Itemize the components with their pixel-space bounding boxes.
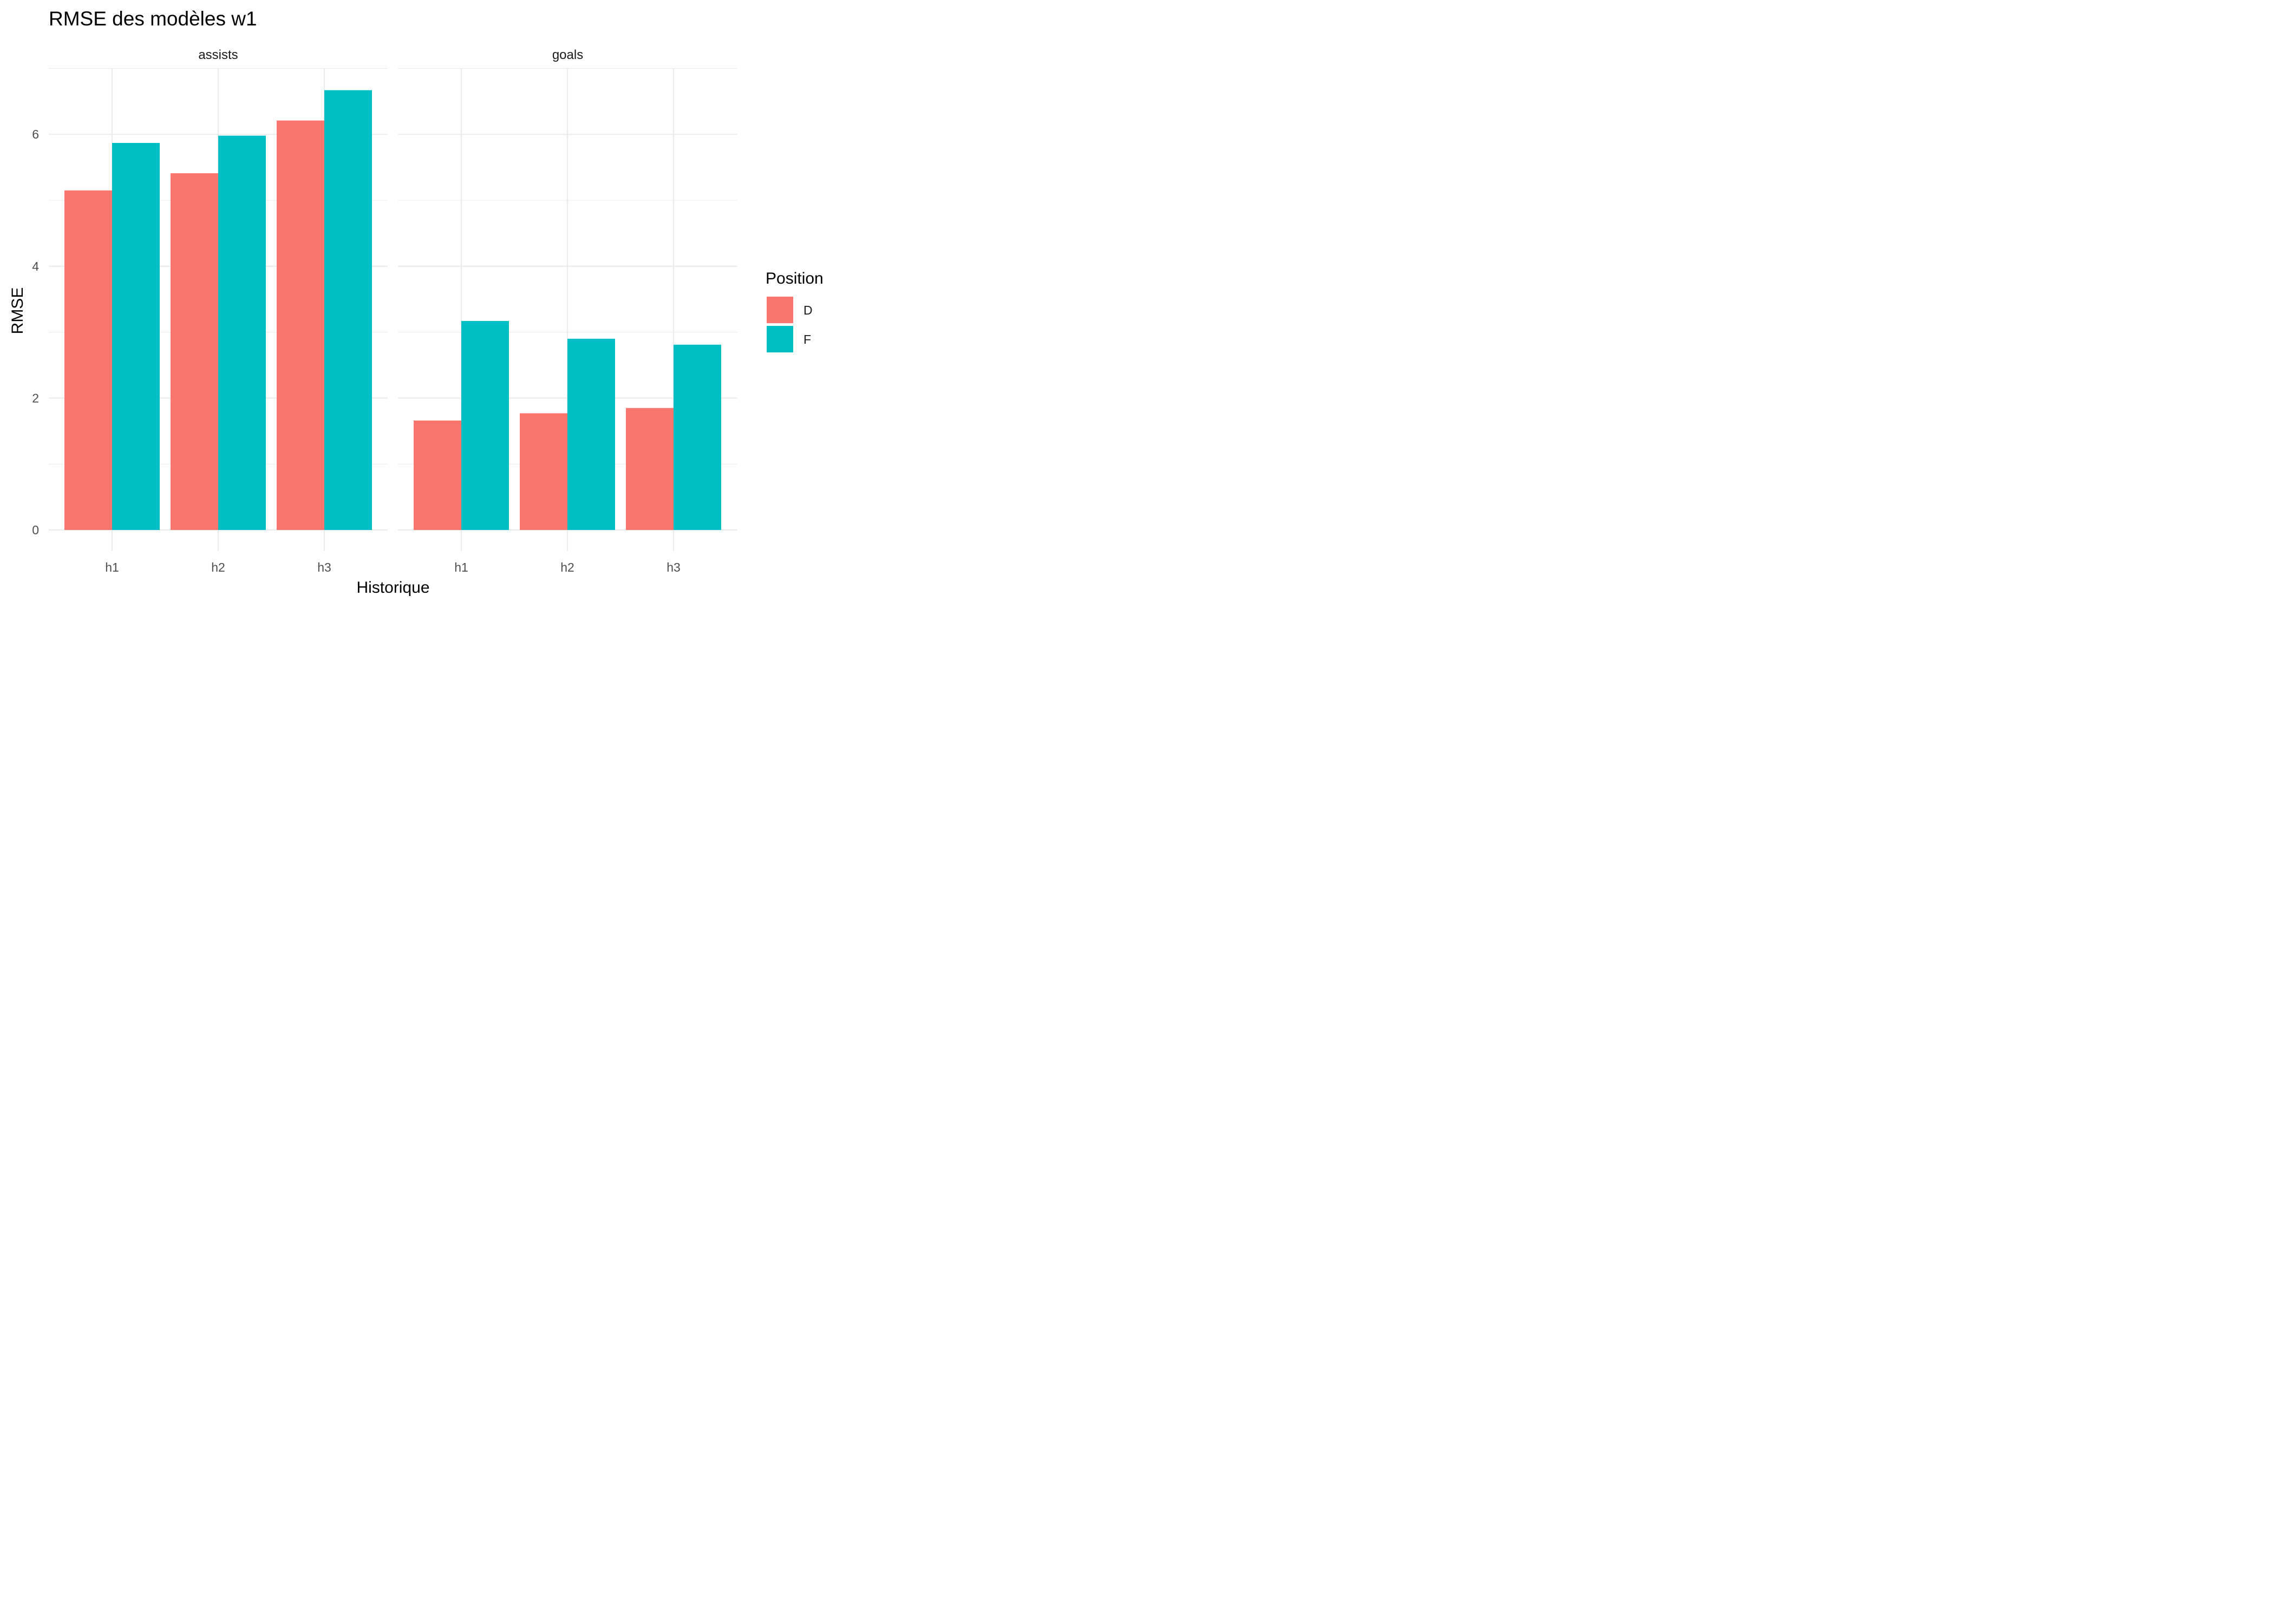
bar-assists-h3-F	[324, 90, 372, 530]
bar-goals-h1-D	[414, 420, 461, 530]
facet-panel-goals: goals h1 h2 h3	[398, 48, 737, 574]
legend-items: DF	[767, 297, 813, 352]
bar-goals-h3-D	[626, 408, 674, 530]
bar-goals-h2-D	[520, 413, 567, 530]
bar-assists-h2-F	[218, 135, 266, 531]
chart-title: RMSE des modèles w1	[49, 8, 257, 30]
x-tick-label: h3	[666, 560, 681, 574]
bar-assists-h1-D	[64, 190, 112, 531]
y-tick-label: 6	[32, 127, 39, 141]
bar-goals-h3-F	[674, 344, 721, 530]
legend: Position DF	[766, 270, 824, 352]
bar-goals-h1-F	[461, 320, 509, 530]
x-axis-title: Historique	[356, 579, 429, 597]
bar-goals-h2-F	[567, 338, 615, 530]
x-tick-label: h1	[454, 560, 468, 574]
y-tick-label: 4	[32, 259, 39, 273]
legend-label-F: F	[803, 332, 811, 346]
y-tick-label: 2	[32, 391, 39, 405]
x-tick-label: h2	[211, 560, 225, 574]
bar-assists-h2-D	[171, 173, 218, 530]
y-axis-ticks: 0 2 4 6	[32, 127, 39, 537]
legend-title: Position	[766, 270, 824, 287]
facet-panel-assists: assists h1 h2 h3	[49, 48, 388, 574]
chart: RMSE des modèles w1 assists h1 h2 h3 goals h1…	[9, 8, 824, 597]
legend-key-F	[767, 326, 793, 352]
y-tick-label: 0	[32, 523, 39, 537]
facet-label: assists	[198, 48, 238, 62]
legend-label-D: D	[803, 303, 813, 317]
bar-assists-h1-F	[112, 143, 160, 530]
facet-label: goals	[552, 48, 583, 62]
x-tick-label: h2	[560, 560, 574, 574]
legend-key-D	[767, 297, 793, 323]
facet-panels: assists h1 h2 h3 goals h1 h2 h3	[49, 48, 737, 574]
x-tick-label: h1	[105, 560, 119, 574]
x-tick-label: h3	[317, 560, 331, 574]
y-axis-title: RMSE	[9, 287, 27, 335]
bar-assists-h3-D	[277, 120, 324, 530]
